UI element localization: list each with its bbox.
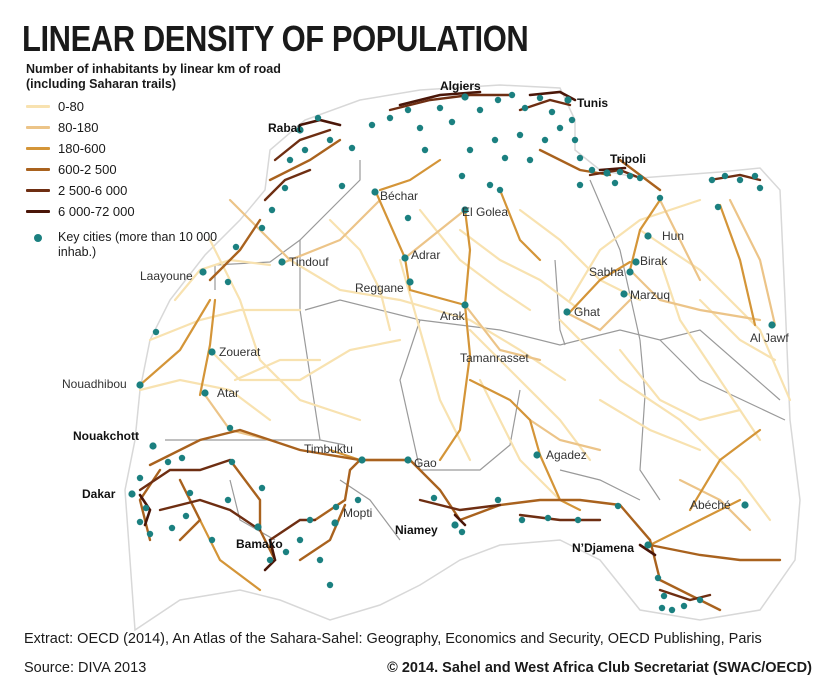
city-dot-abeche [741,501,749,509]
label-atar: Atar [217,386,239,400]
city-dot-ghat [563,308,571,316]
label-dakar: Dakar [82,487,116,501]
label-nouakchott: Nouakchott [73,429,139,443]
city-dot-tunis [564,96,572,104]
city-dot-reggane [406,278,414,286]
footer-copyright: © 2014. Sahel and West Africa Club Secre… [387,660,812,676]
legend-swatch [26,210,50,213]
legend-label: 80-180 [58,120,99,135]
city-dot-mopti [331,519,339,527]
city-dot-adrar [401,254,409,262]
legend-key-cities: Key cities (more than 10 000 inhab.) [26,230,326,260]
roads-2500-6000 [138,93,762,602]
city-dot-marzuq [620,290,628,298]
label-nouadhibou: Nouadhibou [62,377,127,391]
city-dot-sabha [626,268,634,276]
city-dot-dakar [128,490,136,498]
city-dot-al-jawf [768,321,776,329]
legend-swatch [26,105,50,108]
label-ndjamena: N’Djamena [572,541,634,555]
label-adrar: Adrar [411,248,440,262]
label-birak: Birak [640,254,668,268]
legend-row: 0-80 [26,96,326,117]
label-arak: Arak [440,309,466,323]
city-dot-nouadhibou [136,381,144,389]
city-dot-atar [201,389,209,397]
label-sabha: Sabha [589,265,624,279]
footer-extract: Extract: OECD (2014), An Atlas of the Sa… [24,631,762,647]
city-dot-nouakchott [149,442,157,450]
city-dot-el-golea [461,206,469,214]
label-reggane: Reggane [355,281,404,295]
legend-heading: Number of inhabitants by linear km of ro… [26,62,281,91]
legend-swatch [26,168,50,171]
legend-row: 2 500-6 000 [26,180,326,201]
city-dot-rabat [296,126,304,134]
legend-row: 80-180 [26,117,326,138]
label-tamanrasset: Tamanrasset [460,351,529,365]
city-dot-niamey [451,521,459,529]
city-dot-icon [34,234,42,242]
legend: Number of inhabitants by linear km of ro… [26,62,326,260]
city-dot-laayoune [199,268,207,276]
city-dot-bechar [371,188,379,196]
legend-cities-label: Key cities (more than 10 000 inhab.) [58,230,218,259]
label-tindouf: Tindouf [289,255,329,269]
city-dot-hun [644,232,652,240]
label-agadez: Agadez [546,448,587,462]
city-dot-zouerat [208,348,216,356]
legend-label: 2 500-6 000 [58,183,128,198]
city-dot-ndjamena [644,541,652,549]
roads-0-80 [138,198,792,522]
city-dot-tindouf [278,258,286,266]
legend-classes: 0-80 80-180 180-600 600-2 500 2 500-6 00… [26,96,326,222]
label-abeche: Abéché [690,498,731,512]
label-niamey: Niamey [395,523,438,537]
city-dot-arak [461,301,469,309]
label-laayoune: Laayoune [140,269,193,283]
city-dot-tripoli [603,169,611,177]
label-tunis: Tunis [577,96,608,110]
city-dot-timbuktu [358,456,366,464]
label-bechar: Béchar [380,189,418,203]
city-dot-algiers [461,93,469,101]
map-title: LINEAR DENSITY OF POPULATION [22,18,529,59]
footer-source: Source: DIVA 2013 [24,660,147,676]
label-ghat: Ghat [574,305,601,319]
legend-row: 6 000-72 000 [26,201,326,222]
label-gao: Gao [414,456,437,470]
label-zouerat: Zouerat [219,345,261,359]
city-dot-bamako [254,523,262,531]
city-dot-agadez [533,451,541,459]
key-city-dots [128,91,776,614]
label-al-jawf: Al Jawf [750,331,789,345]
city-dot-gao [404,456,412,464]
label-marzuq: Marzuq [630,288,670,302]
legend-swatch [26,189,50,192]
population-density-map: Algiers Tunis Rabat Tripoli Béchar El Go… [62,79,801,632]
label-timbuktu: Timbuktu [304,442,353,456]
legend-label: 6 000-72 000 [58,204,135,219]
city-dot-birak [632,258,640,266]
legend-label: 0-80 [58,99,85,114]
legend-row: 600-2 500 [26,159,326,180]
label-hun: Hun [662,229,684,243]
label-el-golea: El Golea [462,205,508,219]
roads-80-180 [203,198,777,532]
label-rabat: Rabat [268,121,301,135]
label-bamako: Bamako [236,537,283,551]
legend-swatch [26,147,50,150]
legend-label: 600-2 500 [58,162,117,177]
label-mopti: Mopti [343,506,372,520]
legend-swatch [26,126,50,129]
legend-row: 180-600 [26,138,326,159]
label-tripoli: Tripoli [610,152,646,166]
label-algiers: Algiers [440,79,481,93]
legend-label: 180-600 [58,141,106,156]
city-labels: Algiers Tunis Rabat Tripoli Béchar El Go… [62,79,789,555]
